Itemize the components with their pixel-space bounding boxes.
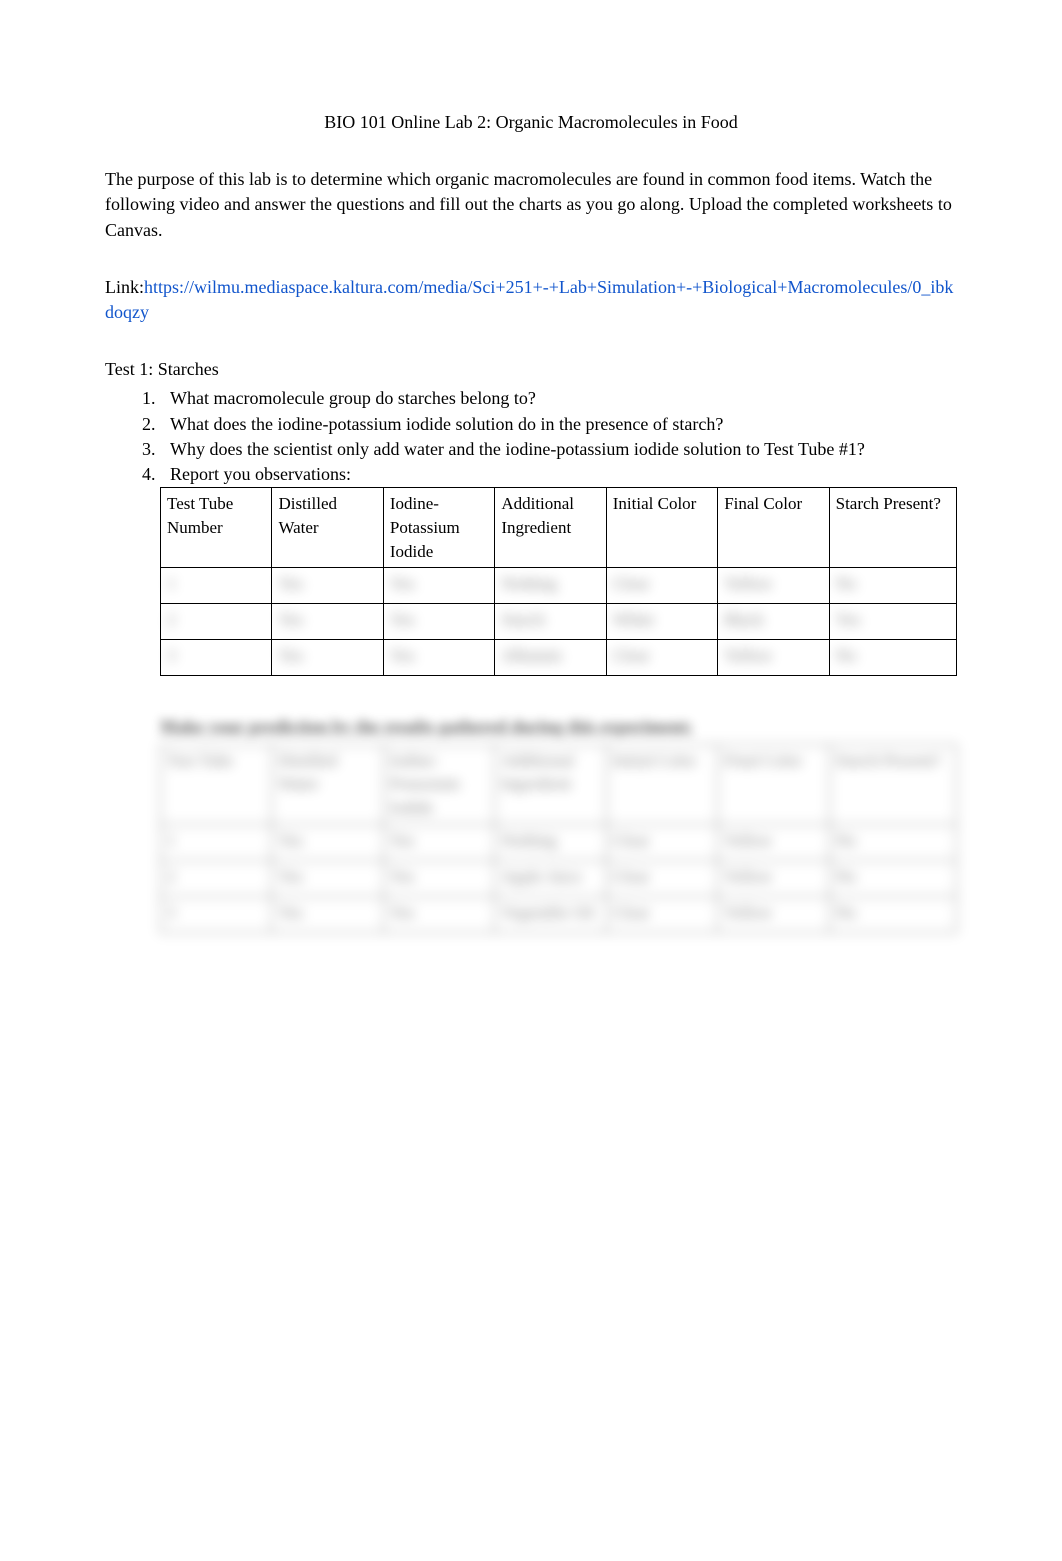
header-water: Distilled Water: [272, 744, 383, 824]
cell: Apple Juice: [495, 861, 606, 897]
question-1: What macromolecule group do starches bel…: [160, 386, 957, 411]
header-iodine: Iodine-Potassium Iodide: [383, 744, 494, 824]
cell: Yellow: [718, 861, 829, 897]
prediction-heading: Make your prediction by the results gath…: [160, 714, 957, 739]
cell: Nothing: [495, 568, 606, 604]
cell: Yes: [383, 825, 494, 861]
cell: Clear: [606, 568, 717, 604]
cell: Yes: [383, 568, 494, 604]
cell: 2: [161, 604, 272, 640]
header-final: Final Color: [718, 744, 829, 824]
cell: Yes: [829, 604, 956, 640]
cell: Yes: [383, 640, 494, 676]
question-4: Report you observations:: [160, 462, 957, 487]
cell: Yellow: [718, 825, 829, 861]
header-additional: Additional Ingredient: [495, 488, 606, 568]
cell: Yes: [383, 604, 494, 640]
header-starch: Starch Present?: [829, 488, 956, 568]
table-row: 2 Yes Yes Starch White Black Yes: [161, 604, 957, 640]
cell: No: [829, 825, 956, 861]
header-testtube: Test Tube: [161, 744, 272, 824]
cell: Yes: [383, 861, 494, 897]
cell: Black: [718, 604, 829, 640]
header-starch: Starch Present?: [829, 744, 956, 824]
prediction-table-wrapper: Test Tube Distilled Water Iodine-Potassi…: [160, 744, 957, 933]
cell: Yellow: [718, 568, 829, 604]
cell: Yes: [272, 861, 383, 897]
cell: Clear: [606, 825, 717, 861]
cell: Clear: [606, 861, 717, 897]
cell: 3: [161, 897, 272, 933]
cell: 3: [161, 640, 272, 676]
table-header-row: Test Tube Distilled Water Iodine-Potassi…: [161, 744, 957, 824]
question-list: What macromolecule group do starches bel…: [105, 386, 957, 487]
header-additional: Additional Ingredient: [495, 744, 606, 824]
cell: Albumin: [495, 640, 606, 676]
table-row: 2 Yes Yes Apple Juice Clear Yellow No: [161, 861, 957, 897]
cell: Starch: [495, 604, 606, 640]
cell: No: [829, 568, 956, 604]
cell: White: [606, 604, 717, 640]
table-row: 3 Yes Yes Albumin Clear Yellow No: [161, 640, 957, 676]
table-header-row: Test Tube Number Distilled Water Iodine-…: [161, 488, 957, 568]
table-row: 3 Yes Yes Vegetable Oil Clear Yellow No: [161, 897, 957, 933]
cell: Yes: [272, 568, 383, 604]
video-link[interactable]: https://wilmu.mediaspace.kaltura.com/med…: [105, 277, 953, 322]
intro-paragraph: The purpose of this lab is to determine …: [105, 167, 957, 243]
table-row: 1 Yes Yes Nothing Clear Yellow No: [161, 825, 957, 861]
cell: Vegetable Oil: [495, 897, 606, 933]
cell: Yellow: [718, 897, 829, 933]
test-heading: Test 1: Starches: [105, 357, 957, 382]
cell: Clear: [606, 897, 717, 933]
header-initial: Initial Color: [606, 744, 717, 824]
header-final: Final Color: [718, 488, 829, 568]
cell: Yes: [272, 825, 383, 861]
link-label: Link:: [105, 277, 144, 297]
cell: No: [829, 640, 956, 676]
cell: Yes: [383, 897, 494, 933]
cell: Yes: [272, 604, 383, 640]
cell: No: [829, 861, 956, 897]
lab-title: BIO 101 Online Lab 2: Organic Macromolec…: [105, 110, 957, 135]
header-iodine: Iodine-Potassium Iodide: [383, 488, 494, 568]
observations-table: Test Tube Number Distilled Water Iodine-…: [160, 487, 957, 676]
cell: 2: [161, 861, 272, 897]
observations-table-wrapper: Test Tube Number Distilled Water Iodine-…: [160, 487, 957, 676]
cell: Yellow: [718, 640, 829, 676]
header-testtube: Test Tube Number: [161, 488, 272, 568]
link-section: Link:https://wilmu.mediaspace.kaltura.co…: [105, 275, 957, 325]
question-2: What does the iodine-potassium iodide so…: [160, 412, 957, 437]
cell: Yes: [272, 640, 383, 676]
cell: 1: [161, 825, 272, 861]
cell: 1: [161, 568, 272, 604]
prediction-table: Test Tube Distilled Water Iodine-Potassi…: [160, 744, 957, 933]
cell: Yes: [272, 897, 383, 933]
table-row: 1 Yes Yes Nothing Clear Yellow No: [161, 568, 957, 604]
cell: Clear: [606, 640, 717, 676]
header-water: Distilled Water: [272, 488, 383, 568]
cell: No: [829, 897, 956, 933]
question-3: Why does the scientist only add water an…: [160, 437, 957, 462]
cell: Nothing: [495, 825, 606, 861]
header-initial: Initial Color: [606, 488, 717, 568]
